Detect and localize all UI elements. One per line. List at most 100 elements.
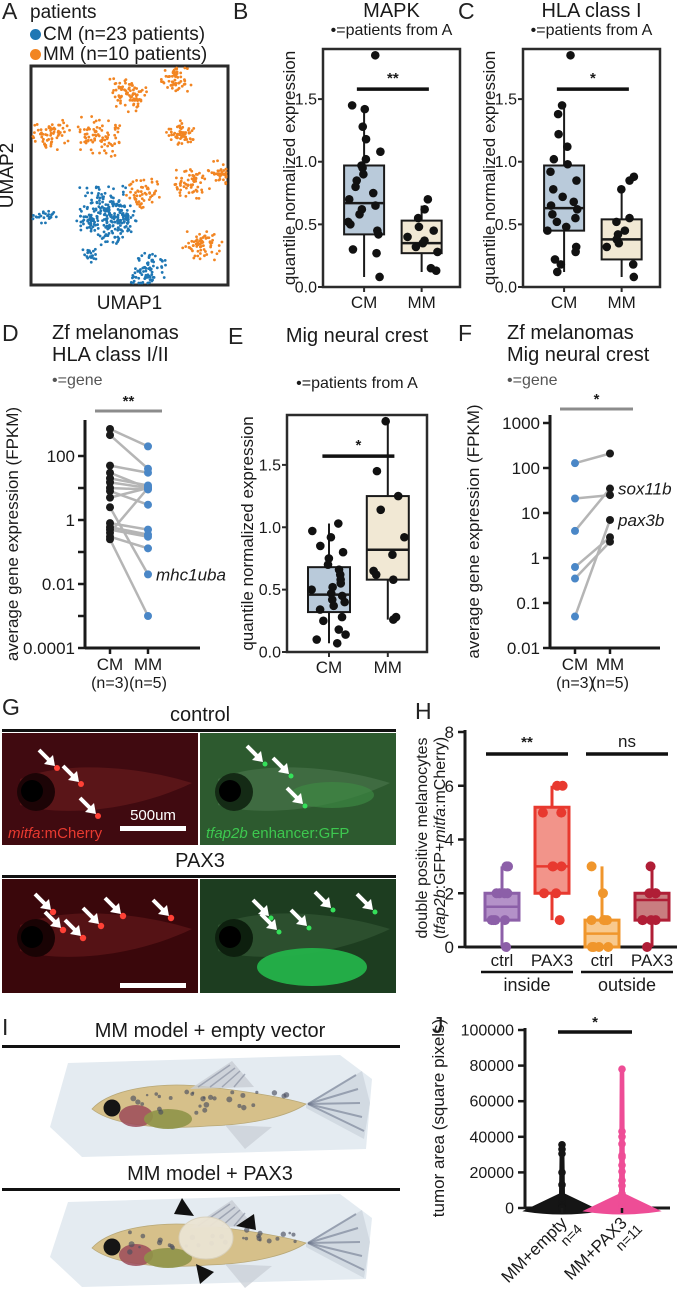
umap-point-cm [93, 247, 97, 251]
significance-label: * [594, 391, 600, 408]
y-tick-label: 2 [445, 884, 454, 903]
umap-chart: UMAP1 UMAP2 [0, 64, 230, 314]
umap-point-mm [135, 179, 138, 182]
umap-point-mm [47, 125, 51, 128]
category-label: CM [351, 293, 377, 312]
data-point [334, 625, 344, 634]
pigment-spot [157, 1094, 161, 1099]
umap-point-mm [92, 120, 96, 124]
arrow-icon [320, 897, 331, 908]
umap-point-mm [134, 197, 138, 201]
umap-point-mm [192, 256, 196, 260]
significance-label: * [592, 1014, 598, 1031]
umap-point-mm [140, 197, 144, 200]
umap-point-mm [192, 240, 196, 244]
gene-label-mhc1uba: mhc1uba [156, 565, 226, 584]
significance-label: * [355, 437, 361, 454]
data-point [338, 547, 348, 557]
umap-point-mm [178, 119, 182, 123]
scale-bar [120, 826, 186, 831]
x-axis-label: UMAP1 [97, 293, 162, 314]
data-point [618, 1167, 626, 1176]
data-point [332, 638, 342, 648]
mm-gene-point [144, 612, 152, 620]
arrow-icon [50, 917, 61, 928]
tail-fin-ray [307, 1227, 359, 1244]
pigment-spot [237, 1103, 242, 1108]
umap-point-cm [96, 219, 100, 223]
data-point [625, 176, 634, 185]
umap-point-cm [86, 251, 90, 255]
data-point [628, 260, 638, 269]
category-sublabel: (n=5) [129, 675, 167, 692]
data-point [561, 222, 571, 232]
umap-point-mm [220, 170, 224, 174]
data-point [543, 226, 552, 235]
gene-label-pax3b: pax3b [617, 511, 664, 530]
umap-point-mm [195, 235, 198, 239]
umap-point-cm [84, 194, 87, 198]
umap-point-cm [97, 211, 100, 215]
pigment-spot [281, 1093, 287, 1099]
umap-point-mm [130, 95, 134, 99]
umap-point-cm [79, 228, 83, 232]
arrow-icon [44, 755, 55, 766]
data-point [618, 1153, 626, 1162]
gill-patch [119, 1105, 153, 1127]
scale-bar-label: 500um [130, 807, 176, 824]
empty-vector-fish-photo [50, 1055, 372, 1157]
umap-point-mm [196, 173, 199, 176]
cm-gene-point [106, 487, 114, 496]
box-pax3-inside [533, 805, 571, 895]
umap-point-cm [128, 224, 132, 228]
umap-point-cm [86, 248, 90, 252]
tail-fin [306, 1210, 370, 1278]
umap-point-cm [116, 240, 120, 244]
empty-vector-title: MM model + empty vector [94, 1020, 326, 1042]
umap-point-cm [116, 216, 120, 219]
y-tick-label: 1 [66, 511, 75, 530]
y-tick-label: 100 [512, 459, 540, 478]
gfp-spot [288, 773, 294, 779]
umap-point-mm [89, 138, 93, 142]
umap-point-cm [113, 227, 117, 231]
umap-point-mm [190, 169, 194, 173]
panel-h-label: H [415, 698, 432, 724]
y-tick-label: 0.1 [516, 594, 540, 613]
data-point [429, 226, 438, 235]
arrow-shaft [61, 764, 76, 779]
umap-point-mm [191, 249, 194, 253]
data-point [360, 104, 370, 114]
y-axis-label: tumor area (square pixels) [429, 1019, 448, 1217]
umap-point-cm [50, 213, 53, 217]
y-tick-label: 0 [505, 1201, 514, 1218]
umap-point-cm [118, 220, 122, 224]
umap-point-cm [106, 227, 110, 231]
umap-point-mm [215, 252, 219, 256]
umap-point-mm [132, 102, 136, 106]
pigment-spot [184, 1089, 190, 1095]
umap-point-mm [125, 193, 128, 197]
data-point [553, 109, 563, 119]
umap-point-cm [102, 223, 106, 227]
y-tick-label: 0.01 [42, 575, 75, 594]
data-point [572, 176, 581, 185]
data-point [413, 213, 423, 223]
umap-point-mm [202, 244, 205, 248]
umap-point-mm [187, 241, 190, 245]
umap-point-mm [80, 115, 83, 119]
mm-gene-point [606, 515, 614, 524]
umap-point-mm [142, 178, 146, 182]
umap-point-mm [124, 81, 127, 85]
umap-point-mm [150, 200, 154, 204]
umap-point-cm [155, 266, 159, 270]
data-point [558, 1168, 566, 1177]
umap-point-cm [98, 234, 102, 238]
umap-point-mm [134, 191, 137, 195]
umap-point-mm [175, 136, 179, 140]
pigment-spot [128, 1241, 135, 1248]
group-label-outside: outside [598, 975, 656, 995]
umap-point-mm [156, 182, 160, 186]
mm-gene-point [144, 500, 152, 509]
dorsal-fin-ray [221, 1070, 241, 1088]
